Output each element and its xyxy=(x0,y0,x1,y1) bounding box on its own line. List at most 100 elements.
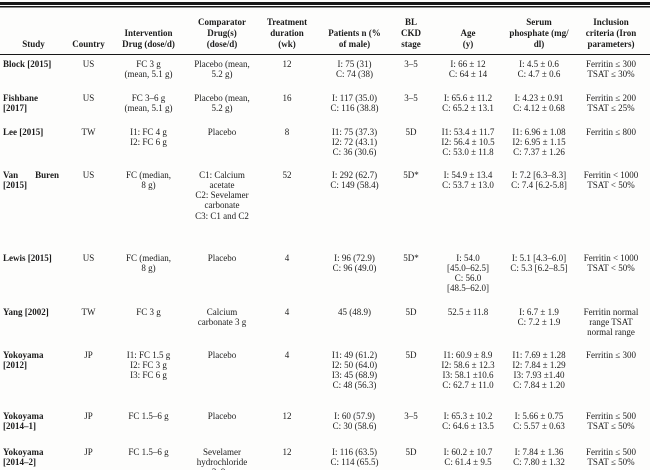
cell-line: [48.5–62.0] xyxy=(447,283,489,294)
cell-line: C: 62.7 ± 11.0 xyxy=(442,380,494,391)
cell-serum_phosphate: I1: 7.69 ± 1.28 I2: 7.84 ± 1.29 I3: 7.93 ±… xyxy=(506,346,572,407)
cell-study: Block [2015] xyxy=(3,59,52,69)
table-row: Lewis [2015] US FC (median, 8 g) Placebo 4 I: … xyxy=(0,249,650,303)
table-row: Lee [2015] TW I1: FC 4 g I2: FC 6 g Placebo 8… xyxy=(0,123,650,166)
table-body: Block [2015] US FC 3 g (mean, 5.1 g) Placebo… xyxy=(0,55,650,470)
cell-line: C: 74 (38) xyxy=(336,69,373,80)
cell-patients: I: 60 (57.9) C: 30 (58.6) xyxy=(317,407,392,443)
cell-line: I1: 7.69 ± 1.28 xyxy=(512,349,566,360)
column-header-age_y: Age (y) xyxy=(430,7,506,55)
cell-comparator: Placebo (mean, 5.2 g) xyxy=(187,89,257,123)
cell-line: FC 3–6 g xyxy=(131,92,166,103)
cell-line: I: 6.7 ± 1.9 xyxy=(519,306,559,317)
cell-line: TSAT ≤ 50% xyxy=(587,420,635,431)
table-row: Yokoyama [2014–2] JP FC 1.5–6 g Sevelamer hy… xyxy=(0,443,650,470)
cell-inclusion_criteria: Ferritin ≤ 800 xyxy=(572,123,650,166)
cell-bl_ckd_stage: 5D xyxy=(405,306,417,317)
table-top-rule xyxy=(0,2,650,6)
cell-line: 52.5 ± 11.8 xyxy=(447,306,489,317)
cell-inclusion_criteria: Ferritin normal range TSAT normal range xyxy=(572,303,650,346)
cell-country: TW xyxy=(81,306,96,317)
header-line: Inclusion xyxy=(593,17,629,27)
cell-line: I3: 7.93 ±1.40 xyxy=(513,370,565,381)
column-header-comparator: Comparator Drug(s) (dose/d) xyxy=(187,7,257,55)
cell-line: I1: FC 1.5 g xyxy=(126,349,171,360)
table-row: Fishbane [2017] US FC 3–6 g (mean, 5.1 g) Pl… xyxy=(0,89,650,123)
cell-intervention: I1: FC 4 g I2: FC 6 g xyxy=(110,123,187,166)
header-line: stage xyxy=(401,39,421,49)
cell-line: Ferritin ≤ 300 xyxy=(586,59,636,69)
cell-duration_wk: 12 xyxy=(282,446,292,457)
column-header-patients: Patients n (% of male) xyxy=(317,7,392,55)
header-line: parameters) xyxy=(587,39,635,49)
cell-line: Placebo (mean, xyxy=(194,59,250,69)
cell-line: I: 54.0 xyxy=(456,252,480,263)
header-line: Drug(s) xyxy=(207,28,237,38)
cell-comparator: Calcium carbonate 3 g xyxy=(187,303,257,346)
cell-intervention: FC (median, 8 g) xyxy=(110,249,187,303)
cell-line: C: 65.2 ± 13.1 xyxy=(442,102,494,113)
cell-line: C: 116 (38.8) xyxy=(330,102,379,113)
header-line: duration xyxy=(270,28,304,38)
cell-patients: I: 117 (35.0) C: 116 (38.8) xyxy=(317,89,392,123)
cell-line: TSAT < 50% xyxy=(587,179,635,190)
cell-country: JP xyxy=(84,446,93,457)
cell-line: C: 96 (49.0) xyxy=(332,262,377,273)
cell-line: 8 g) xyxy=(141,179,156,190)
studies-table: Study Country Intervention Drug (dose/d) Com… xyxy=(0,7,650,470)
cell-line: Ferritin ≤ 800 xyxy=(586,126,636,137)
cell-line: C: 56.0 xyxy=(454,273,482,284)
cell-line: Ferritin ≤ 200 xyxy=(586,92,636,103)
cell-line: I1: 60.9 ± 8.9 xyxy=(443,349,493,360)
cell-line: C: 64 ± 14 xyxy=(448,69,488,80)
cell-bl_ckd_stage: 5D xyxy=(405,126,417,137)
header-line: (y) xyxy=(462,39,474,49)
cell-line: Placebo xyxy=(207,349,237,360)
cell-line: C: 53.0 ± 11.8 xyxy=(442,147,494,158)
cell-line: C2: Sevelamer xyxy=(195,190,249,201)
cell-line: carbonate 3 g xyxy=(197,316,247,327)
cell-line: I: 66 ± 12 xyxy=(450,59,486,69)
cell-line: I: 54.9 ± 13.4 xyxy=(443,169,493,180)
cell-line: C: 4.7 ± 0.6 xyxy=(517,69,561,80)
cell-line: C: 7.84 ± 1.20 xyxy=(513,380,565,391)
cell-duration_wk: 4 xyxy=(284,252,290,263)
cell-country: JP xyxy=(84,349,93,360)
cell-duration_wk: 52 xyxy=(282,169,292,180)
cell-age_y: I: 60.2 ± 10.7 C: 61.4 ± 9.5 xyxy=(430,443,506,470)
cell-line: acetate xyxy=(209,179,235,190)
cell-study: Yokoyama [2012] xyxy=(3,349,44,370)
cell-line: 5.2 g) xyxy=(211,102,233,113)
cell-line: I1: 75 (37.3) xyxy=(331,126,378,137)
cell-country: US xyxy=(82,59,95,69)
cell-intervention: FC 3 g xyxy=(110,303,187,346)
header-line: Country xyxy=(72,39,105,49)
cell-line: range TSAT xyxy=(589,316,633,327)
cell-line: C: 5.3 [6.2–8.5] xyxy=(510,262,568,273)
cell-serum_phosphate: I: 5.66 ± 0.75 C: 5.57 ± 0.63 xyxy=(506,407,572,443)
cell-line: I: 96 (72.9) xyxy=(334,252,375,263)
column-header-duration_wk: Treatment duration (wk) xyxy=(257,7,317,55)
cell-bl_ckd_stage: 3–5 xyxy=(404,92,418,103)
column-header-bl_ckd_stage: BL CKD stage xyxy=(392,7,430,55)
cell-line: C: 48 (56.3) xyxy=(332,380,377,391)
header-line: Intervention xyxy=(124,28,173,38)
cell-duration_wk: 8 xyxy=(284,126,290,137)
cell-line: Placebo xyxy=(207,126,237,137)
cell-intervention: FC (median, 8 g) xyxy=(110,166,187,249)
cell-line: TSAT < 50% xyxy=(587,262,635,273)
header-line: Serum xyxy=(526,17,552,27)
header-row: Study Country Intervention Drug (dose/d) Com… xyxy=(0,7,650,55)
cell-line: C: 7.80 ± 1.32 xyxy=(513,456,565,467)
cell-age_y: I1: 53.4 ± 11.7 I2: 56.4 ± 10.5 C: 53.0 ± … xyxy=(430,123,506,166)
cell-line: I1: FC 4 g xyxy=(130,126,167,137)
cell-intervention: FC 1.5–6 g xyxy=(110,443,187,470)
cell-line: Ferritin < 1000 xyxy=(583,252,639,263)
cell-study: Yokoyama [2014–1] xyxy=(3,410,44,431)
cell-line: I2: 50 (64.0) xyxy=(331,359,378,370)
cell-age_y: I: 65.3 ± 10.2 C: 64.6 ± 13.5 xyxy=(430,407,506,443)
cell-line: C: 4.12 ± 0.68 xyxy=(513,102,565,113)
header-line: dl) xyxy=(533,39,545,49)
cell-line: I1: 6.96 ± 1.08 xyxy=(512,126,566,137)
